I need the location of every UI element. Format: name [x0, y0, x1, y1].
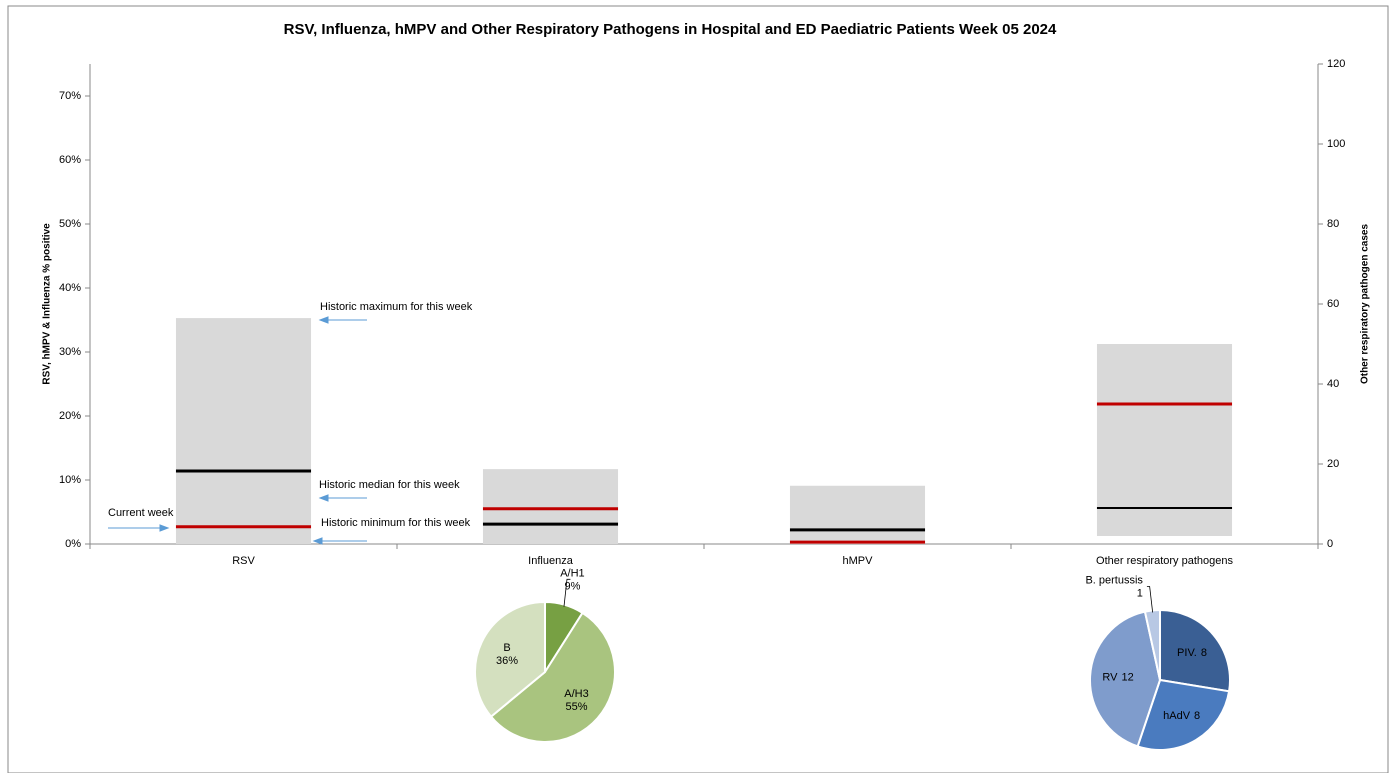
x-tick-label: Other respiratory pathogens: [1096, 555, 1233, 567]
x-tick-label: hMPV: [843, 555, 874, 567]
pie-label-value: 8: [1201, 647, 1207, 659]
x-tick-label: Influenza: [528, 555, 574, 567]
y-tick-label: 50%: [59, 218, 81, 230]
y2-tick-label: 40: [1327, 378, 1339, 390]
pie-label-value: 1: [1137, 587, 1143, 599]
pie-label: hAdV 8: [1163, 710, 1200, 722]
range-bar: [482, 469, 619, 544]
annotation-arrows: [108, 316, 367, 545]
y2-tick-label: 100: [1327, 138, 1345, 150]
y2-tick-label: 20: [1327, 458, 1339, 470]
y-tick-label: 30%: [59, 346, 81, 358]
y-tick-label: 70%: [59, 90, 81, 102]
pie-label-category: A/H3: [564, 688, 588, 700]
y2-tick-label: 80: [1327, 218, 1339, 230]
y2-tick-label: 60: [1327, 298, 1339, 310]
frame: [7, 5, 1389, 773]
leader-line: [1146, 586, 1154, 613]
pie-label: PIV. 8: [1177, 647, 1207, 659]
y-tick-label: 60%: [59, 154, 81, 166]
range-bar: [175, 318, 312, 544]
pie-label-category: B. pertussis: [1085, 574, 1143, 586]
pie-slice: [1136, 678, 1231, 751]
y-tick-label: 10%: [59, 474, 81, 486]
pie-label-category: A/H1: [560, 567, 584, 579]
y2-axis-label: Other respiratory pathogen cases: [1360, 224, 1371, 384]
pie-label-category: PIV.: [1177, 647, 1197, 659]
annotation: Historic minimum for this week: [321, 517, 471, 529]
leader-line: [563, 578, 571, 607]
annotation: Historic maximum for this week: [320, 301, 473, 313]
annotation: Historic median for this week: [319, 479, 460, 491]
y-axis-label: RSV, hMPV & Influenza % positive: [42, 223, 53, 385]
pie-label: A/H1 9%: [560, 567, 584, 592]
pie-label-category: RV: [1102, 672, 1118, 684]
pie-label-value: 9%: [564, 580, 580, 592]
pie-label-category: hAdV: [1163, 710, 1191, 722]
y2-tick-label: 0: [1327, 538, 1333, 550]
pie-label-value: 36%: [496, 655, 518, 667]
pie-slice: [489, 611, 616, 743]
pie-slice: [1159, 608, 1231, 693]
pie-label-category: B: [503, 642, 510, 654]
pie-slice: [1089, 610, 1162, 748]
pie-label-value: 12: [1121, 672, 1133, 684]
pie-label: A/H3 55%: [564, 688, 588, 713]
range-bar: [789, 485, 926, 544]
range-bar: [1096, 344, 1233, 536]
y-tick-label: 40%: [59, 282, 81, 294]
annotation: Current week: [108, 507, 174, 519]
x-tick-label: RSV: [232, 555, 255, 567]
pie-label: B 36%: [496, 642, 518, 667]
pie-label-value: 8: [1194, 710, 1200, 722]
y-tick-label: 20%: [59, 410, 81, 422]
pie-slice: [474, 600, 546, 719]
y2-tick-label: 120: [1327, 58, 1345, 70]
chart-title: RSV, Influenza, hMPV and Other Respirato…: [284, 21, 1057, 38]
pie-label: B. pertussis 1: [1085, 574, 1143, 599]
pie-label: RV 12: [1102, 672, 1133, 684]
pie-label-value: 55%: [565, 701, 587, 713]
y-tick-label: 0%: [65, 538, 81, 550]
